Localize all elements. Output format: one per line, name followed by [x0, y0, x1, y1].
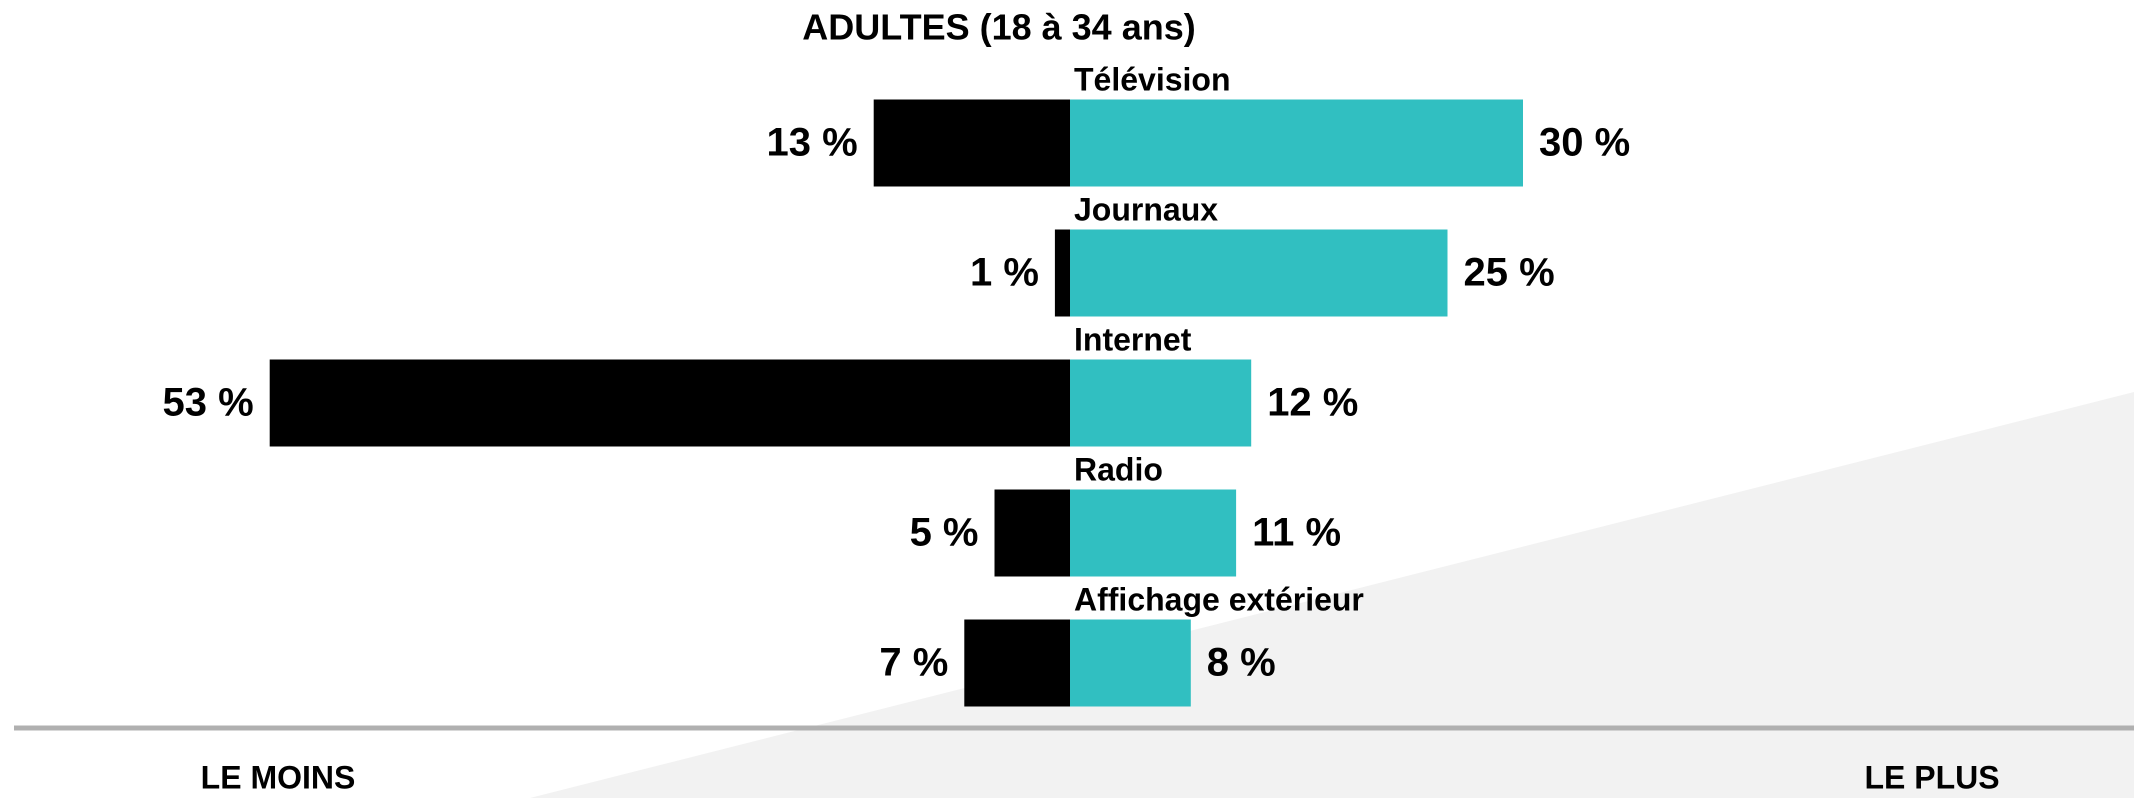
value-label: 7 %	[879, 641, 948, 685]
bar-right	[1070, 99, 1523, 187]
value-label: 53 %	[163, 381, 254, 425]
value-label: 13 %	[767, 121, 858, 165]
category-label: Internet	[1074, 321, 1192, 357]
bar-left	[873, 99, 1070, 187]
category-label: Journaux	[1074, 191, 1218, 227]
legend-left: LE MOINS	[201, 759, 356, 795]
bar-left	[269, 359, 1070, 447]
bar-left	[994, 489, 1070, 577]
bar-right	[1070, 619, 1191, 707]
category-label: Radio	[1074, 451, 1163, 487]
background-shape	[530, 392, 2134, 798]
bar-left	[1054, 229, 1070, 317]
value-label: 12 %	[1267, 381, 1358, 425]
value-label: 25 %	[1464, 251, 1555, 295]
bar-left	[964, 619, 1070, 707]
bar-right	[1070, 229, 1448, 317]
category-label: Affichage extérieur	[1074, 581, 1364, 617]
legend-right: LE PLUS	[1864, 759, 1999, 795]
category-label: Télévision	[1074, 61, 1231, 97]
value-label: 8 %	[1207, 641, 1276, 685]
value-label: 1 %	[970, 251, 1039, 295]
value-label: 30 %	[1539, 121, 1630, 165]
bar-right	[1070, 359, 1252, 447]
bar-right	[1070, 489, 1237, 577]
value-label: 5 %	[910, 511, 979, 555]
value-label: 11 %	[1252, 511, 1341, 555]
chart-title: ADULTES (18 à 34 ans)	[802, 7, 1195, 48]
